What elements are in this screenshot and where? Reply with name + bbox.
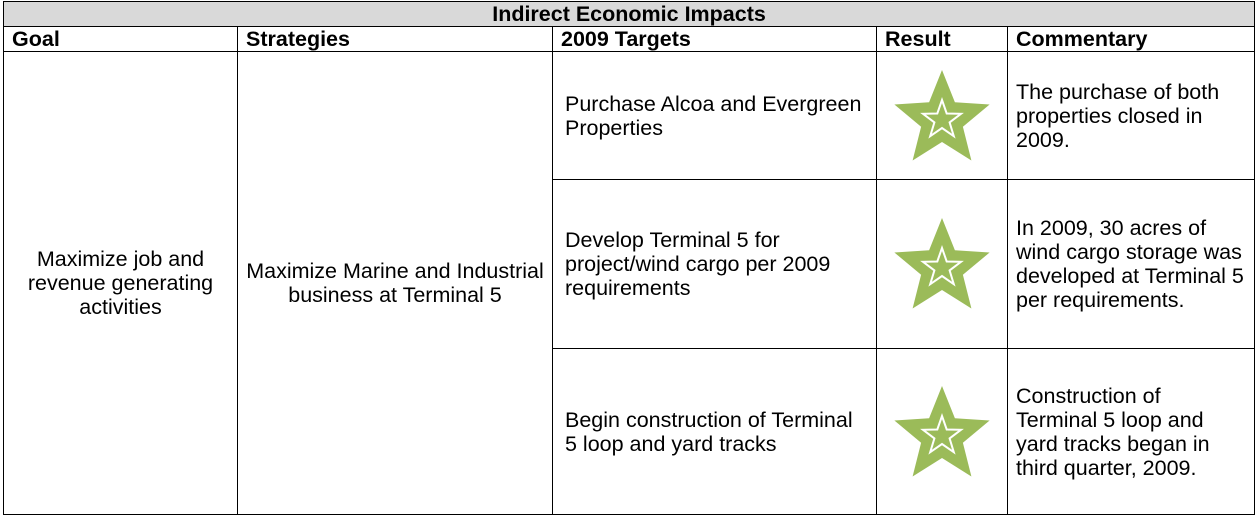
star-icon: [893, 218, 991, 310]
target-cell: Develop Terminal 5 for project/wind carg…: [552, 179, 877, 349]
goal-cell: Maximize job and revenue generating acti…: [3, 51, 238, 515]
header-cell: Strategies: [237, 26, 553, 52]
target-cell: Purchase Alcoa and Evergreen Properties: [552, 51, 877, 180]
header-cell: Result: [876, 26, 1008, 52]
star-icon: [893, 385, 991, 477]
strategy-cell: Maximize Marine and Industrial business …: [237, 51, 553, 515]
header-cell: Commentary: [1006, 26, 1256, 52]
commentary-cell: In 2009, 30 acres of wind cargo storage …: [1006, 179, 1256, 349]
table-title: Indirect Economic Impacts: [2, 1, 1256, 27]
header-row: Goal Strategies 2009 Targets Result Comm…: [3, 26, 1256, 52]
body-row: Develop Terminal 5 for project/wind carg…: [4, 179, 1256, 349]
commentary-cell: The purchase of both properties closed i…: [1006, 51, 1256, 180]
target-cell: Begin construction of Terminal 5 loop an…: [552, 348, 877, 515]
header-cell: Goal: [3, 26, 238, 52]
result-cell: [876, 348, 1008, 515]
star-icon: [893, 69, 991, 161]
title-row: Indirect Economic Impacts: [2, 1, 1256, 27]
commentary-cell: Construction of Terminal 5 loop and yard…: [1006, 348, 1256, 515]
result-cell: [876, 51, 1008, 180]
header-cell: 2009 Targets: [552, 26, 877, 52]
body-row: Begin construction of Terminal 5 loop an…: [4, 348, 1256, 515]
result-cell: [876, 179, 1008, 349]
body-row: Maximize job and revenue generating acti…: [3, 51, 1256, 515]
